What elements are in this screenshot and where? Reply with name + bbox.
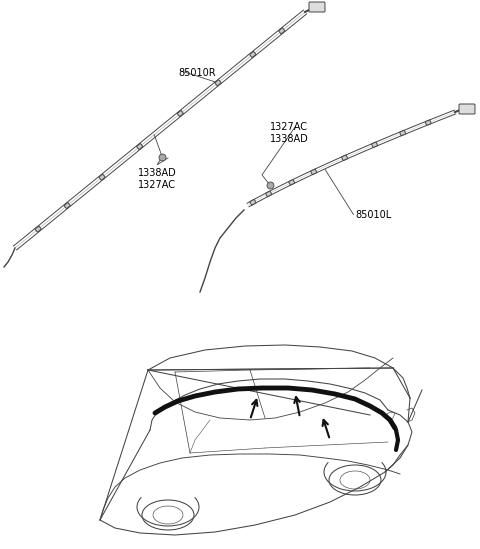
Text: 1338AD
1327AC: 1338AD 1327AC [138,168,177,189]
Text: 85010L: 85010L [355,210,391,220]
FancyBboxPatch shape [425,120,431,125]
FancyBboxPatch shape [372,142,378,148]
FancyBboxPatch shape [35,226,41,232]
FancyBboxPatch shape [250,199,256,205]
Text: 1327AC
1338AD: 1327AC 1338AD [270,122,309,144]
FancyBboxPatch shape [64,203,71,209]
FancyBboxPatch shape [250,52,256,58]
FancyBboxPatch shape [136,143,143,150]
FancyBboxPatch shape [342,155,348,161]
FancyBboxPatch shape [400,130,406,136]
FancyBboxPatch shape [309,2,325,12]
FancyBboxPatch shape [99,174,105,180]
FancyBboxPatch shape [215,80,221,86]
Text: 85010R: 85010R [178,68,216,78]
FancyBboxPatch shape [459,104,475,114]
FancyBboxPatch shape [288,180,295,185]
FancyBboxPatch shape [265,191,272,197]
FancyBboxPatch shape [311,169,317,175]
FancyBboxPatch shape [278,28,285,34]
FancyBboxPatch shape [177,110,183,116]
